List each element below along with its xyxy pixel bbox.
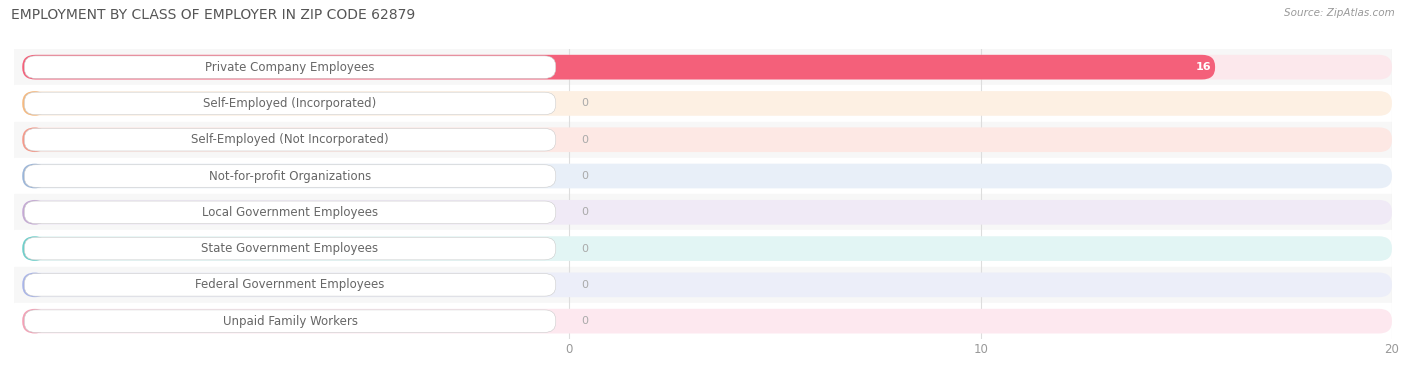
- FancyBboxPatch shape: [22, 200, 1392, 225]
- Text: 0: 0: [582, 171, 589, 181]
- Bar: [14, 49, 1392, 85]
- Text: Source: ZipAtlas.com: Source: ZipAtlas.com: [1284, 8, 1395, 18]
- Text: State Government Employees: State Government Employees: [201, 242, 378, 255]
- Bar: [14, 121, 1392, 158]
- Bar: [14, 303, 1392, 339]
- FancyBboxPatch shape: [22, 127, 1392, 152]
- Text: Self-Employed (Incorporated): Self-Employed (Incorporated): [204, 97, 377, 110]
- FancyBboxPatch shape: [24, 201, 555, 224]
- FancyBboxPatch shape: [24, 310, 555, 333]
- FancyBboxPatch shape: [24, 238, 555, 260]
- FancyBboxPatch shape: [22, 91, 1392, 116]
- Bar: [14, 194, 1392, 230]
- FancyBboxPatch shape: [24, 92, 555, 115]
- Text: Federal Government Employees: Federal Government Employees: [195, 278, 385, 291]
- Text: 0: 0: [582, 280, 589, 290]
- FancyBboxPatch shape: [22, 309, 1392, 334]
- Text: 16: 16: [1195, 62, 1211, 72]
- FancyBboxPatch shape: [22, 309, 46, 334]
- FancyBboxPatch shape: [24, 129, 555, 151]
- FancyBboxPatch shape: [22, 164, 1392, 188]
- FancyBboxPatch shape: [24, 165, 555, 187]
- FancyBboxPatch shape: [22, 236, 1392, 261]
- Text: EMPLOYMENT BY CLASS OF EMPLOYER IN ZIP CODE 62879: EMPLOYMENT BY CLASS OF EMPLOYER IN ZIP C…: [11, 8, 416, 21]
- FancyBboxPatch shape: [22, 236, 46, 261]
- Bar: [14, 230, 1392, 267]
- Bar: [14, 158, 1392, 194]
- FancyBboxPatch shape: [22, 273, 1392, 297]
- FancyBboxPatch shape: [22, 91, 46, 116]
- FancyBboxPatch shape: [22, 273, 46, 297]
- Text: Private Company Employees: Private Company Employees: [205, 61, 375, 74]
- FancyBboxPatch shape: [24, 274, 555, 296]
- Text: 0: 0: [582, 316, 589, 326]
- FancyBboxPatch shape: [22, 55, 1215, 80]
- Bar: [14, 267, 1392, 303]
- FancyBboxPatch shape: [22, 127, 46, 152]
- FancyBboxPatch shape: [24, 56, 555, 78]
- FancyBboxPatch shape: [22, 164, 46, 188]
- FancyBboxPatch shape: [22, 55, 1392, 80]
- Text: Self-Employed (Not Incorporated): Self-Employed (Not Incorporated): [191, 133, 389, 146]
- Text: Local Government Employees: Local Government Employees: [202, 206, 378, 219]
- FancyBboxPatch shape: [22, 200, 46, 225]
- Bar: [14, 85, 1392, 121]
- Text: 0: 0: [582, 244, 589, 254]
- Text: Not-for-profit Organizations: Not-for-profit Organizations: [209, 170, 371, 182]
- Text: 0: 0: [582, 207, 589, 217]
- Text: Unpaid Family Workers: Unpaid Family Workers: [222, 315, 357, 328]
- Text: 0: 0: [582, 98, 589, 109]
- Text: 0: 0: [582, 135, 589, 145]
